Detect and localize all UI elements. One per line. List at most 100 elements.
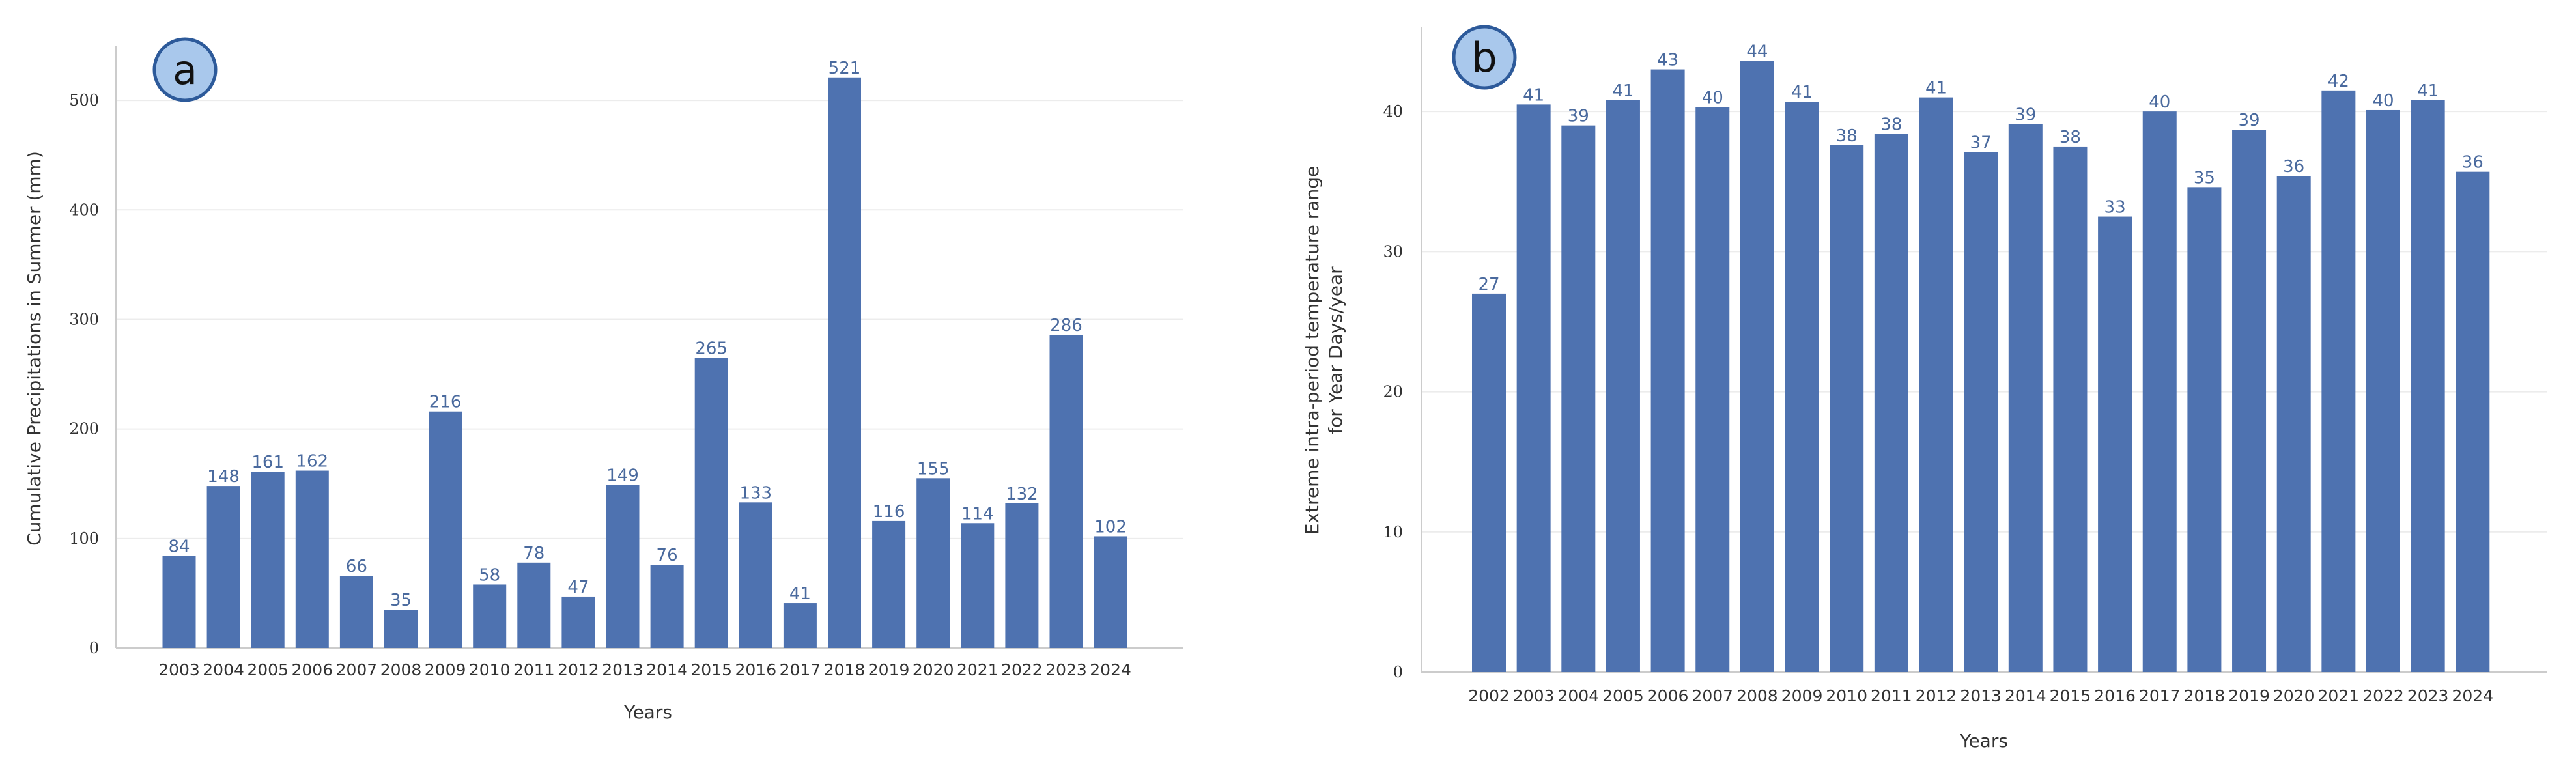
y-tick-label: 10 xyxy=(1383,523,1403,541)
x-tick-label: 2015 xyxy=(690,660,732,679)
bar xyxy=(473,584,507,648)
x-axis-title: Years xyxy=(1959,730,2008,752)
y-tick-label: 20 xyxy=(1383,383,1403,401)
data-label: 39 xyxy=(2239,111,2260,130)
data-label: 162 xyxy=(296,452,328,472)
data-label: 58 xyxy=(479,565,500,585)
x-tick-label: 2019 xyxy=(2228,686,2270,705)
x-tick-label: 2010 xyxy=(469,660,511,679)
bar xyxy=(339,576,373,648)
bar xyxy=(2142,111,2177,672)
chart-panel-a: 0 100 200 300 400 500 84 2003 148 2004 161 2005 162 2… xyxy=(23,37,1183,723)
x-tick-label: 2010 xyxy=(1826,686,1867,705)
x-tick-label: 2022 xyxy=(2362,686,2404,705)
data-label: 148 xyxy=(207,467,240,487)
panel-badge-circle xyxy=(152,37,218,102)
y-axis-title: Extreme intra-period temperature range fo… xyxy=(1301,166,1346,535)
x-tick-label: 2006 xyxy=(1647,686,1689,705)
data-label: 36 xyxy=(2283,157,2304,176)
x-tick-label: 2017 xyxy=(2139,686,2181,705)
data-label: 42 xyxy=(2328,72,2349,91)
bar xyxy=(2053,146,2088,672)
x-tick-label: 2013 xyxy=(602,660,644,679)
bar xyxy=(694,358,728,648)
bar xyxy=(2276,176,2311,672)
data-label: 41 xyxy=(1612,81,1634,101)
data-label: 102 xyxy=(1094,517,1127,537)
x-tick-label: 2011 xyxy=(1871,686,1912,705)
data-label: 38 xyxy=(1880,115,1902,135)
bar xyxy=(517,562,551,648)
data-label: 41 xyxy=(1791,83,1813,102)
bar xyxy=(1695,107,1730,672)
y-tick-label: 200 xyxy=(69,420,99,438)
bar xyxy=(2321,90,2356,672)
bar xyxy=(606,485,640,648)
bar xyxy=(1785,102,1819,673)
panel-badge-label: a xyxy=(173,46,197,94)
x-tick-label: 2015 xyxy=(2050,686,2091,705)
bar xyxy=(1561,125,1596,673)
x-tick-label: 2007 xyxy=(1691,686,1733,705)
bar xyxy=(2366,109,2400,672)
x-tick-label: 2004 xyxy=(1557,686,1599,705)
y-axis-title-line: for Year Days/year xyxy=(1325,266,1346,434)
x-tick-label: 2014 xyxy=(646,660,688,679)
x-tick-label: 2008 xyxy=(380,660,422,679)
x-tick-label: 2009 xyxy=(1781,686,1823,705)
bar xyxy=(251,472,285,648)
x-tick-label: 2006 xyxy=(291,660,333,679)
x-tick-label: 2023 xyxy=(2407,686,2449,705)
data-label: 40 xyxy=(2372,91,2394,111)
bar xyxy=(2456,171,2490,672)
x-tick-label: 2009 xyxy=(425,660,466,679)
bar xyxy=(1740,61,1774,673)
data-label: 133 xyxy=(739,483,772,503)
bar xyxy=(2232,130,2267,672)
x-tick-label: 2004 xyxy=(203,660,244,679)
data-label: 76 xyxy=(657,546,678,565)
bar xyxy=(561,596,595,648)
y-tick-label: 30 xyxy=(1383,242,1403,261)
data-label: 41 xyxy=(1925,79,1947,98)
panel-badge-circle xyxy=(1452,25,1517,90)
bar xyxy=(206,486,240,648)
data-label: 41 xyxy=(2417,81,2439,101)
data-label: 78 xyxy=(523,544,545,563)
bar xyxy=(1516,104,1551,672)
bar xyxy=(961,523,995,648)
data-label: 44 xyxy=(1746,42,1768,62)
x-tick-label: 2016 xyxy=(2094,686,2136,705)
bar xyxy=(1964,152,1998,673)
bar xyxy=(2008,124,2043,672)
data-label: 27 xyxy=(1478,275,1499,294)
x-tick-label: 2017 xyxy=(780,660,821,679)
bar xyxy=(1830,145,1864,673)
bar xyxy=(2187,187,2222,672)
x-tick-label: 2016 xyxy=(735,660,776,679)
y-axis-title-line: Extreme intra-period temperature range xyxy=(1301,166,1323,535)
data-label: 35 xyxy=(2194,168,2215,188)
data-label: 84 xyxy=(168,537,190,557)
data-label: 116 xyxy=(873,502,905,522)
x-tick-label: 2018 xyxy=(824,660,866,679)
y-tick-label: 500 xyxy=(69,91,99,109)
data-label: 36 xyxy=(2462,153,2484,173)
bar xyxy=(783,603,817,648)
bar xyxy=(739,502,772,648)
data-label: 114 xyxy=(961,504,994,524)
bar xyxy=(1049,335,1083,648)
bar xyxy=(1472,293,1506,672)
x-tick-label: 2018 xyxy=(2184,686,2226,705)
data-label: 66 xyxy=(346,557,367,576)
bar xyxy=(384,610,418,648)
bar xyxy=(1005,503,1039,648)
bar xyxy=(872,520,906,648)
data-label: 265 xyxy=(695,339,728,358)
bar xyxy=(162,556,196,648)
data-label: 161 xyxy=(251,453,284,472)
x-tick-label: 2005 xyxy=(1602,686,1644,705)
x-tick-label: 2021 xyxy=(957,660,998,679)
data-label: 41 xyxy=(1523,85,1544,105)
